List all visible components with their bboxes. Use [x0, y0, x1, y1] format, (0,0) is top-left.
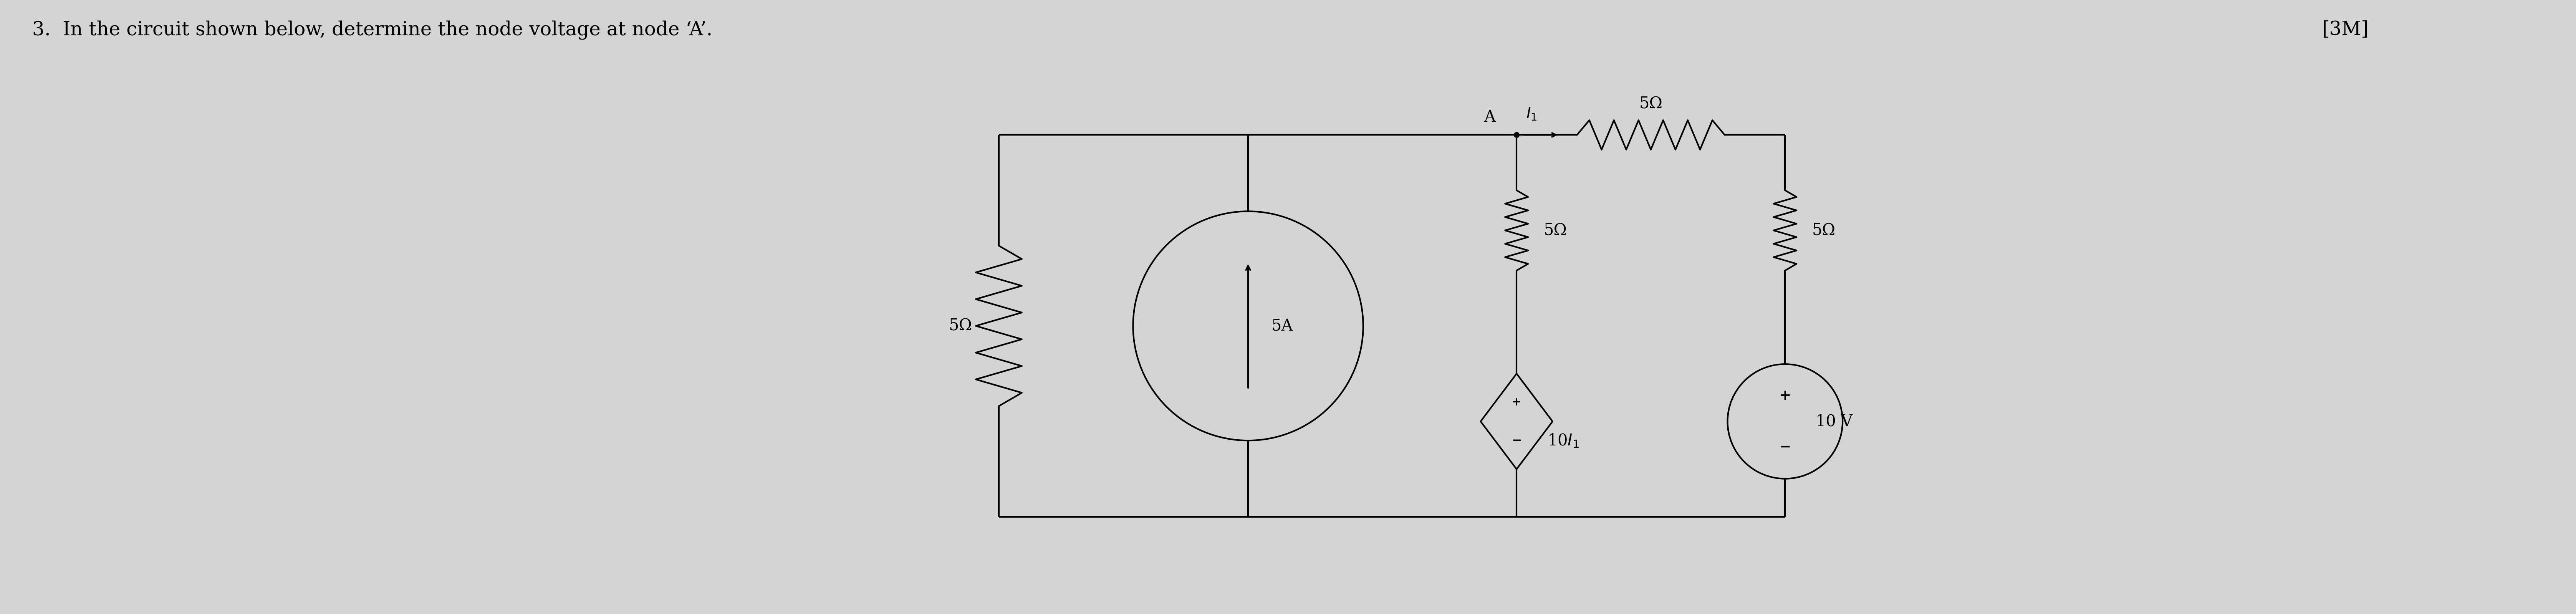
Text: 5Ω: 5Ω: [1638, 96, 1662, 112]
Text: −: −: [1780, 440, 1790, 454]
Text: +: +: [1780, 389, 1790, 403]
Text: 10 V: 10 V: [1816, 413, 1852, 429]
Text: +: +: [1512, 397, 1522, 408]
Text: A: A: [1484, 109, 1497, 125]
Text: 5Ω: 5Ω: [1543, 222, 1566, 238]
Text: 5Ω: 5Ω: [1811, 222, 1834, 238]
Text: 5A: 5A: [1270, 318, 1293, 334]
Text: [3M]: [3M]: [2321, 20, 2370, 39]
Text: 3.  In the circuit shown below, determine the node voltage at node ‘A’.: 3. In the circuit shown below, determine…: [33, 20, 714, 39]
Text: $I_1$: $I_1$: [1525, 106, 1538, 122]
Text: −: −: [1512, 435, 1522, 446]
Text: 10$I_1$: 10$I_1$: [1548, 432, 1579, 449]
Text: 5Ω: 5Ω: [948, 318, 971, 334]
